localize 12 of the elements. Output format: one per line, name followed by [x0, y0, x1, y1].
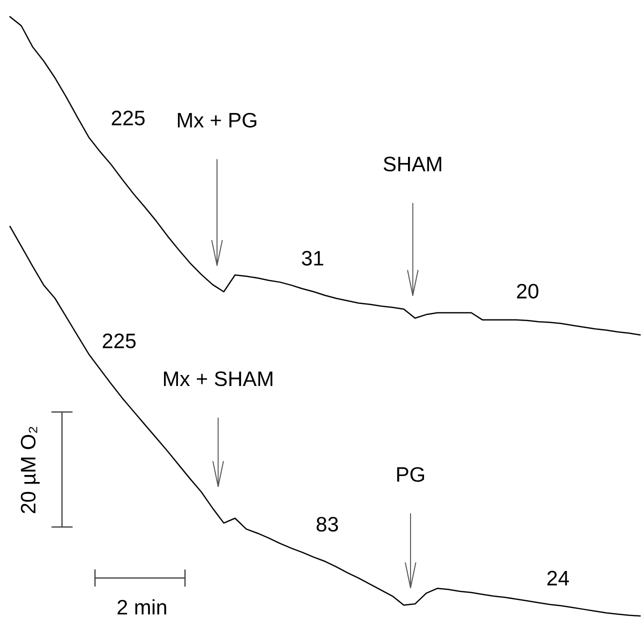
annotation: 20 [517, 284, 538, 299]
annotation: 24 [547, 570, 569, 586]
annotation: 225 [112, 110, 145, 126]
annotation: 31 [302, 250, 324, 266]
annotation: 2 min [118, 599, 166, 614]
annotation: Mx + PG [178, 112, 256, 128]
annotation: PG [397, 467, 424, 482]
annotation: SHAM [384, 156, 442, 172]
annotation: 83 [316, 516, 338, 532]
annotation: 20 µM O₂ [20, 426, 40, 514]
annotation: Mx + SHAM [164, 371, 272, 386]
annotation: 225 [102, 334, 136, 348]
